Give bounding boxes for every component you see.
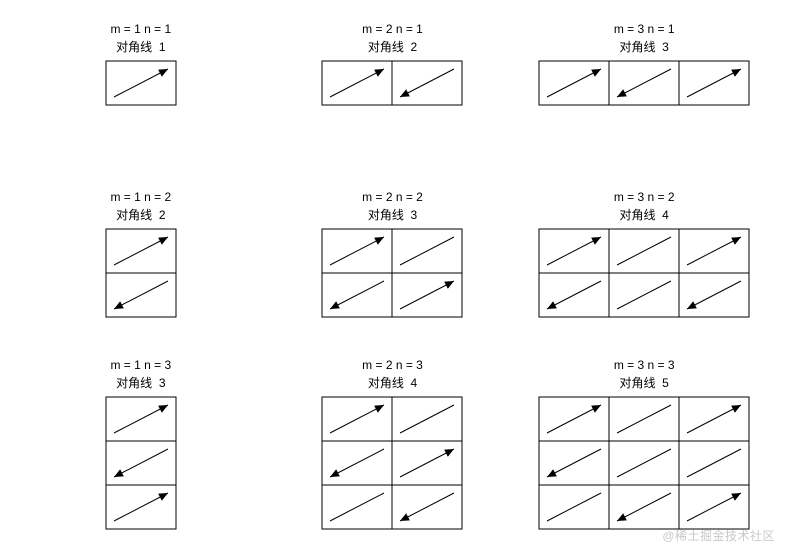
- panel-title-diagonals: 对角线 4: [619, 206, 668, 224]
- panel-title-mn: m = 1 n = 2: [110, 188, 171, 206]
- panel: m = 1 n = 2对角线 2: [30, 188, 252, 348]
- diagonal-segment: [547, 493, 601, 521]
- diagonal-segment: [617, 69, 671, 97]
- panel: m = 3 n = 2对角线 4: [533, 188, 755, 348]
- grid-figure: [321, 228, 463, 318]
- panel-title-diagonals: 对角线 4: [368, 374, 417, 392]
- diagonal-segment: [330, 69, 384, 97]
- diagonal-segment: [617, 237, 671, 265]
- panel-title-diagonals: 对角线 5: [619, 374, 668, 392]
- diagonal-segment: [547, 69, 601, 97]
- panel: m = 3 n = 1对角线 3: [533, 20, 755, 180]
- diagonal-segment: [617, 449, 671, 477]
- grid-figure: [105, 60, 177, 106]
- diagonal-segment: [330, 493, 384, 521]
- panel-title-diagonals: 对角线 2: [116, 206, 165, 224]
- diagonal-segment: [400, 449, 454, 477]
- diagonal-segment: [687, 69, 741, 97]
- diagonal-segment: [400, 237, 454, 265]
- panel-title-mn: m = 2 n = 2: [362, 188, 423, 206]
- panel-title-diagonals: 对角线 3: [619, 38, 668, 56]
- diagonal-segment: [114, 281, 168, 309]
- diagonal-segment: [547, 405, 601, 433]
- diagonal-segment: [400, 405, 454, 433]
- diagonal-segment: [330, 405, 384, 433]
- diagonal-segment: [330, 449, 384, 477]
- panel-title-mn: m = 2 n = 3: [362, 356, 423, 374]
- diagonal-segment: [687, 281, 741, 309]
- panel-title-diagonals: 对角线 1: [116, 38, 165, 56]
- diagonal-segment: [330, 281, 384, 309]
- grid-figure: [321, 396, 463, 530]
- diagonal-segment: [617, 405, 671, 433]
- panel-title-mn: m = 1 n = 1: [110, 20, 171, 38]
- panel: m = 1 n = 3对角线 3: [30, 356, 252, 530]
- grid-figure: [538, 396, 750, 530]
- panel-title-diagonals: 对角线 2: [368, 38, 417, 56]
- panel-title-mn: m = 2 n = 1: [362, 20, 423, 38]
- diagonal-segment: [547, 449, 601, 477]
- grid-figure: [105, 228, 177, 318]
- diagonal-segment: [400, 493, 454, 521]
- diagonal-segment: [114, 449, 168, 477]
- diagonal-segment: [114, 69, 168, 97]
- panel: m = 1 n = 1对角线 1: [30, 20, 252, 180]
- diagonal-segment: [687, 237, 741, 265]
- diagonal-segment: [114, 493, 168, 521]
- panel-title-diagonals: 对角线 3: [368, 206, 417, 224]
- diagonal-segment: [687, 449, 741, 477]
- grid-figure: [105, 396, 177, 530]
- panel-title-mn: m = 3 n = 1: [614, 20, 675, 38]
- diagonal-segment: [114, 237, 168, 265]
- diagonal-segment: [400, 281, 454, 309]
- grid-figure: [321, 60, 463, 106]
- diagonal-segment: [547, 237, 601, 265]
- diagonal-segment: [114, 405, 168, 433]
- diagonal-segment: [687, 405, 741, 433]
- grid-figure: [538, 228, 750, 318]
- panel-title-mn: m = 3 n = 2: [614, 188, 675, 206]
- panel: m = 2 n = 2对角线 3: [282, 188, 504, 348]
- diagonal-segment: [400, 69, 454, 97]
- panel: m = 2 n = 1对角线 2: [282, 20, 504, 180]
- grid-figure: [538, 60, 750, 106]
- diagonal-segment: [330, 237, 384, 265]
- panel: m = 2 n = 3对角线 4: [282, 356, 504, 530]
- panel: m = 3 n = 3对角线 5: [533, 356, 755, 530]
- diagonal-segment: [547, 281, 601, 309]
- panel-title-diagonals: 对角线 3: [116, 374, 165, 392]
- diagonal-segment: [617, 493, 671, 521]
- panel-title-mn: m = 3 n = 3: [614, 356, 675, 374]
- panel-title-mn: m = 1 n = 3: [110, 356, 171, 374]
- diagonal-segment: [687, 493, 741, 521]
- diagonal-segment: [617, 281, 671, 309]
- diagram-grid: m = 1 n = 1对角线 1m = 2 n = 1对角线 2m = 3 n …: [0, 0, 785, 540]
